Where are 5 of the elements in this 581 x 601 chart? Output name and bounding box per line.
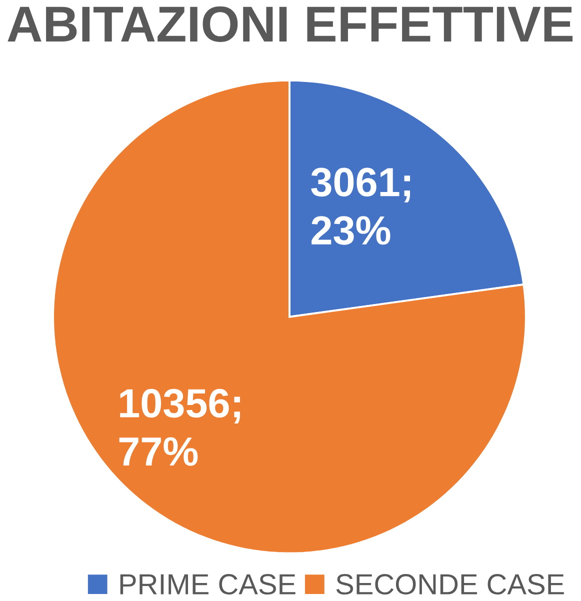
chart-title: ABITAZIONI EFFETTIVE (8, 6, 573, 42)
data-label: 3061; 23% (311, 168, 410, 245)
legend-label: SECONDE CASE (336, 574, 564, 595)
data-label: 10356; 77% (119, 388, 240, 466)
legend-label: PRIME CASE (120, 574, 296, 595)
